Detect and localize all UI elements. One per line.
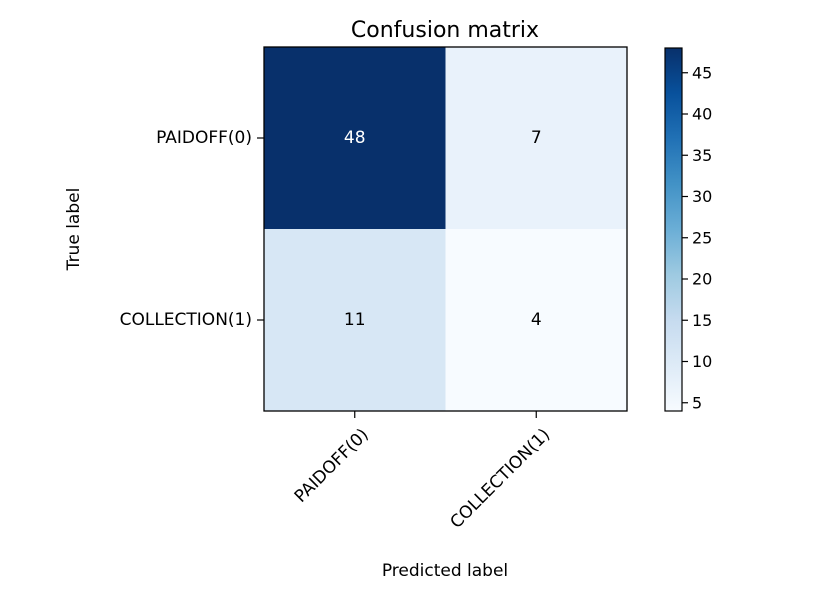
plot-frame bbox=[263, 46, 628, 412]
x-tick-label: COLLECTION(1) bbox=[447, 425, 555, 533]
cell-value-label: 11 bbox=[344, 310, 366, 330]
y-tick-label: PAIDOFF(0) bbox=[156, 128, 252, 148]
x-axis-ticks: PAIDOFF(0) COLLECTION(1) bbox=[291, 411, 554, 533]
cell-value-label: 48 bbox=[344, 128, 366, 148]
heatmap-cell bbox=[445, 229, 628, 412]
heatmap-cell bbox=[264, 47, 446, 230]
colorbar-tick-label: 25 bbox=[692, 228, 712, 247]
colorbar: 5 10 15 20 25 30 35 40 45 bbox=[664, 47, 712, 412]
colorbar-tick-label: 45 bbox=[692, 63, 712, 82]
heatmap-cell bbox=[264, 229, 446, 412]
x-axis-label: Predicted label bbox=[382, 561, 508, 581]
colorbar-tick-label: 15 bbox=[692, 311, 712, 330]
cell-value-label: 7 bbox=[531, 128, 542, 148]
heatmap-cells: 48 7 11 4 bbox=[264, 47, 628, 412]
x-tick-label: PAIDOFF(0) bbox=[291, 425, 373, 507]
colorbar-tick-label: 20 bbox=[692, 270, 712, 289]
colorbar-tick-label: 30 bbox=[692, 187, 712, 206]
cell-value-label: 4 bbox=[531, 310, 542, 330]
y-axis-label: True label bbox=[64, 188, 84, 272]
colorbar-tick-label: 40 bbox=[692, 105, 712, 124]
colorbar-gradient bbox=[664, 47, 683, 412]
colorbar-tick-label: 5 bbox=[692, 393, 702, 412]
y-axis-ticks: PAIDOFF(0) COLLECTION(1) bbox=[120, 128, 264, 330]
y-tick-label: COLLECTION(1) bbox=[120, 310, 252, 330]
colorbar-ticks: 5 10 15 20 25 30 35 40 45 bbox=[682, 63, 712, 412]
colorbar-tick-label: 10 bbox=[692, 352, 712, 371]
colorbar-tick-label: 35 bbox=[692, 146, 712, 165]
heatmap-cell bbox=[445, 47, 628, 230]
chart-title: Confusion matrix bbox=[351, 18, 539, 43]
